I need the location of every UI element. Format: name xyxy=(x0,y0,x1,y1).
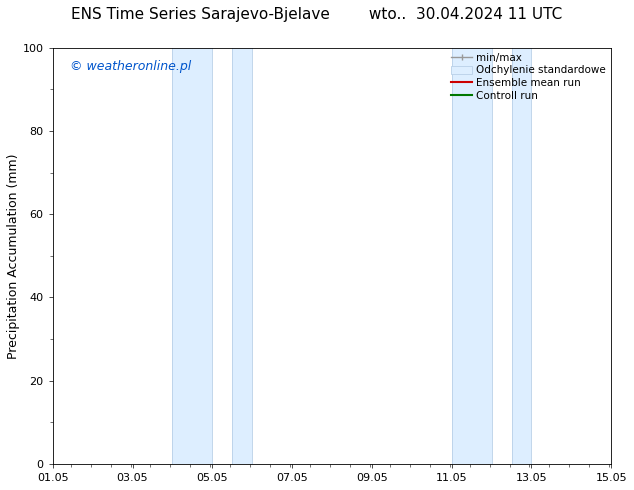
Y-axis label: Precipitation Accumulation (mm): Precipitation Accumulation (mm) xyxy=(7,153,20,359)
Text: © weatheronline.pl: © weatheronline.pl xyxy=(70,60,191,73)
Bar xyxy=(172,48,212,464)
Text: ENS Time Series Sarajevo-Bjelave        wto..  30.04.2024 11 UTC: ENS Time Series Sarajevo-Bjelave wto.. 3… xyxy=(72,7,562,23)
Bar xyxy=(451,48,491,464)
Bar xyxy=(232,48,252,464)
Bar xyxy=(512,48,531,464)
Legend: min/max, Odchylenie standardowe, Ensemble mean run, Controll run: min/max, Odchylenie standardowe, Ensembl… xyxy=(450,50,608,103)
